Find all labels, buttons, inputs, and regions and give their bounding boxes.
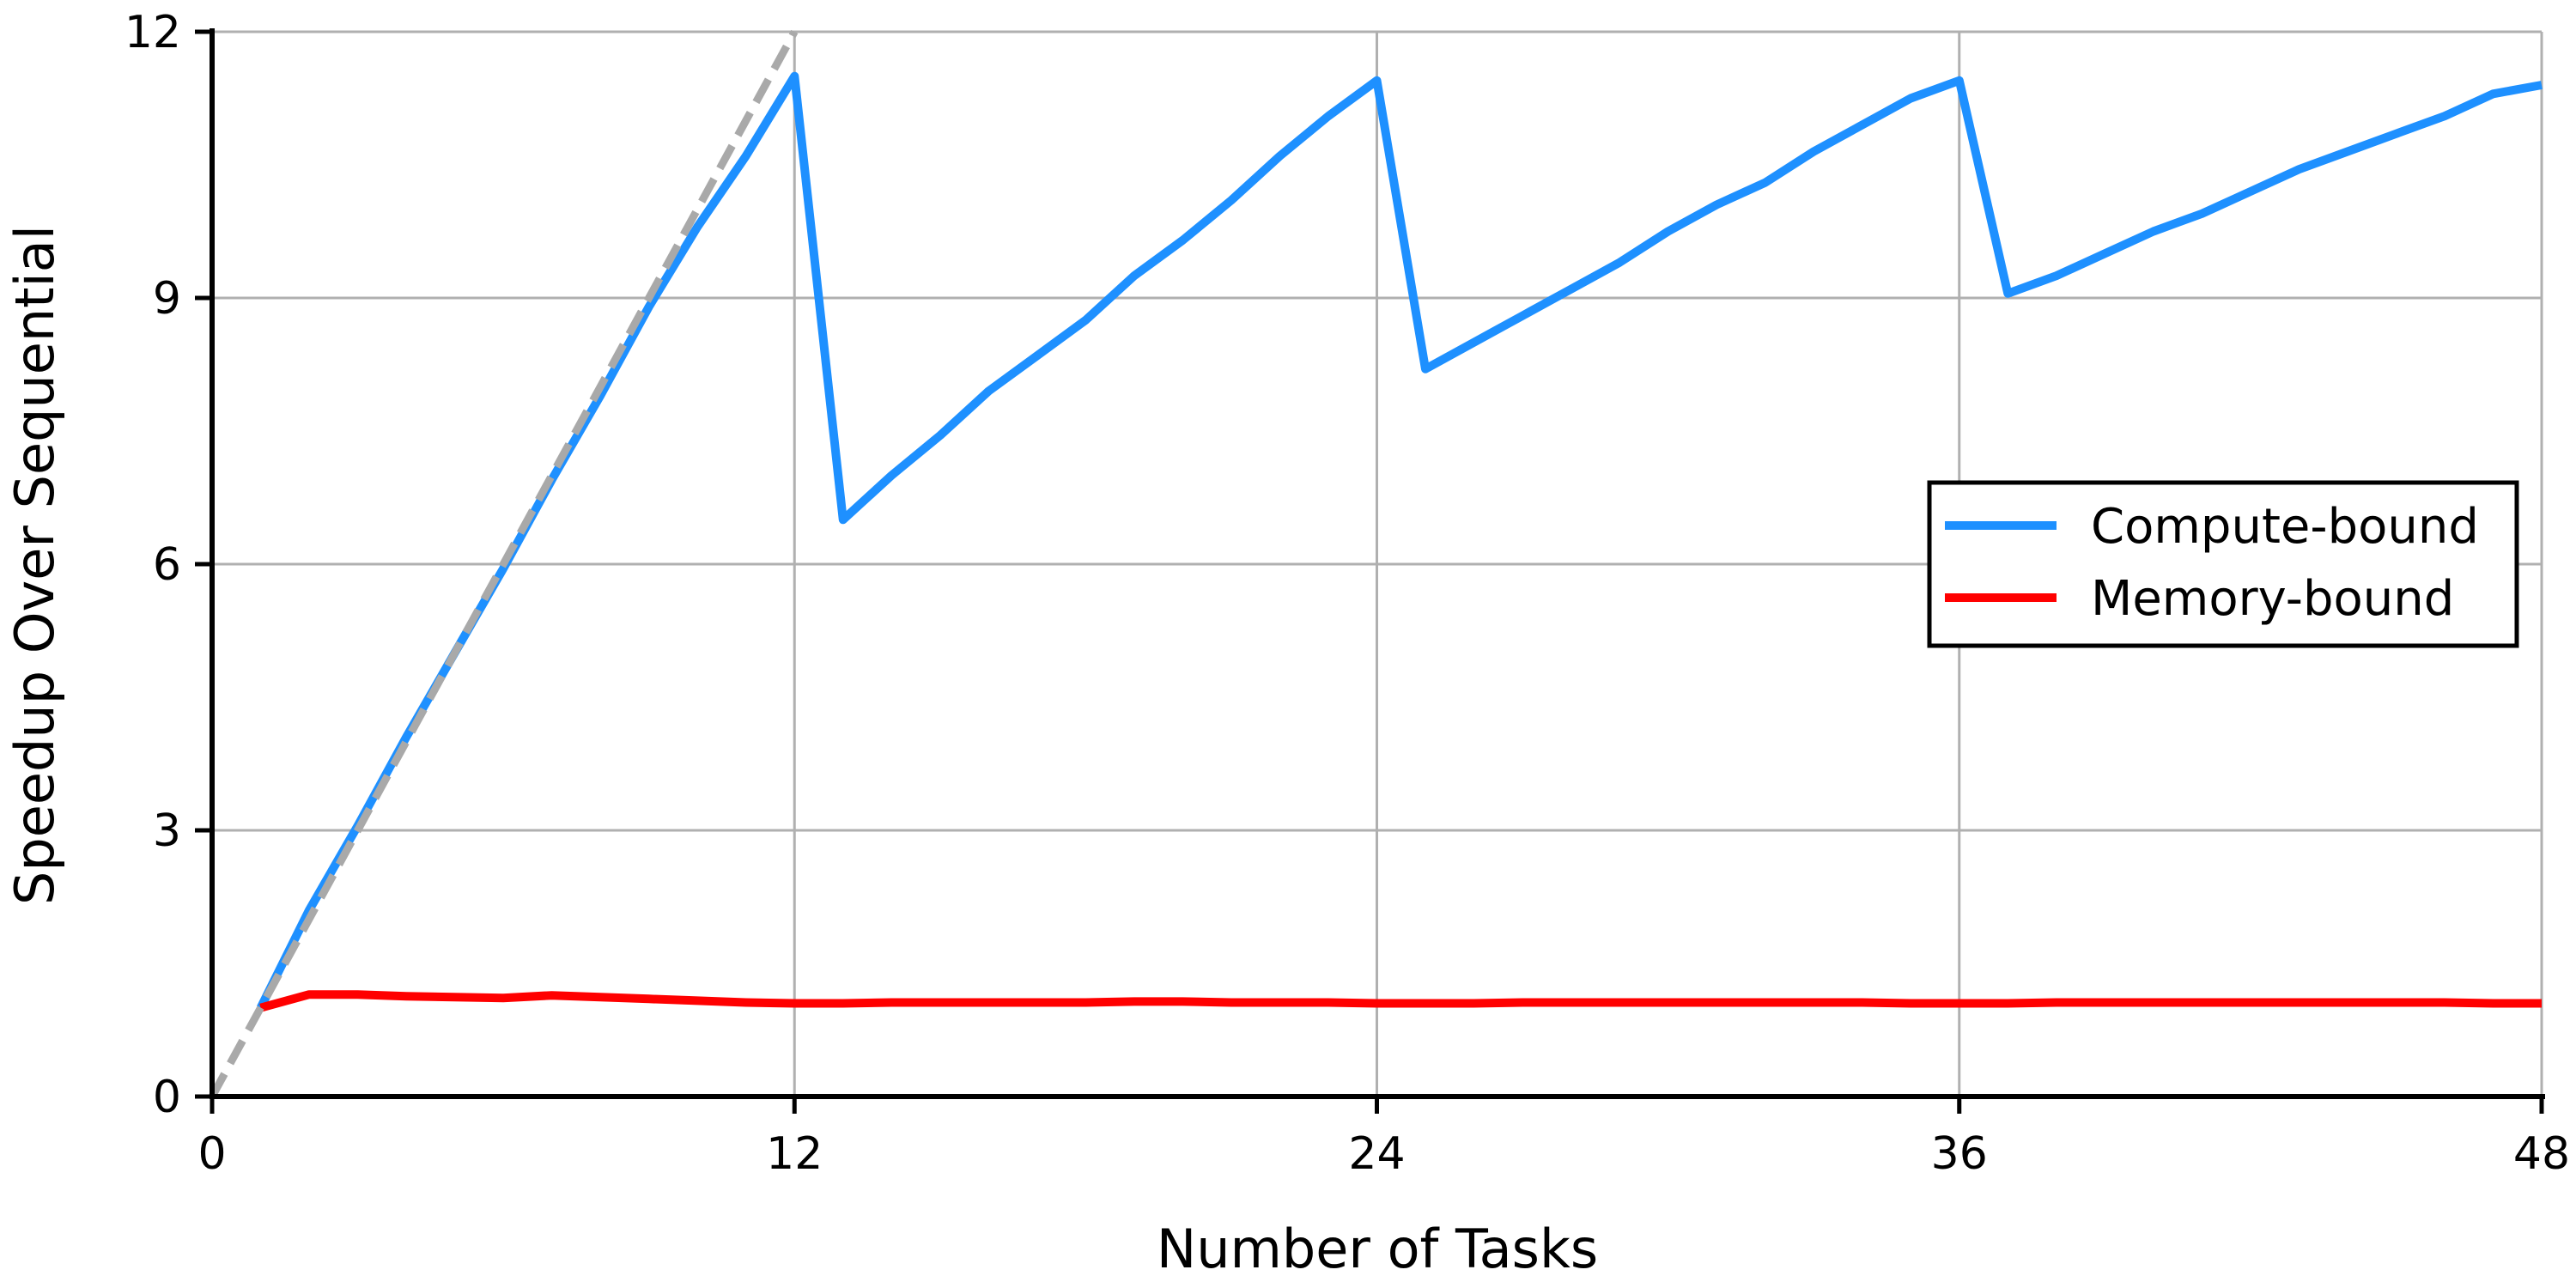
x-tick-label-1: 12 <box>766 1128 823 1180</box>
grid-lines <box>212 30 2543 1097</box>
axes <box>195 28 2545 1114</box>
x-tick-label-4: 48 <box>2513 1128 2570 1180</box>
x-axis-title: Number of Tasks <box>1157 1218 1598 1280</box>
y-tick-label-1: 3 <box>153 805 181 857</box>
y-tick-label-4: 12 <box>125 7 181 58</box>
x-tick-label-0: 0 <box>197 1128 226 1180</box>
y-tick-label-2: 6 <box>153 539 181 591</box>
series-lines <box>209 29 2543 1099</box>
legend: Compute-bound Memory-bound <box>1927 480 2519 648</box>
legend-box <box>1927 480 2519 648</box>
y-axis-title: Speedup Over Sequential <box>3 225 66 905</box>
series-line-compute-bound <box>257 71 2543 1010</box>
x-tick-label-2: 24 <box>1348 1128 1405 1180</box>
y-tick-label-0: 0 <box>153 1072 181 1123</box>
series-line-memory-bound <box>259 990 2542 1012</box>
x-tick-label-3: 36 <box>1931 1128 1988 1180</box>
legend-label-compute-bound: Compute-bound <box>2091 499 2479 555</box>
legend-label-memory-bound: Memory-bound <box>2091 571 2454 627</box>
y-tick-label-3: 9 <box>153 273 181 325</box>
reference-line-dashed <box>209 29 799 1099</box>
